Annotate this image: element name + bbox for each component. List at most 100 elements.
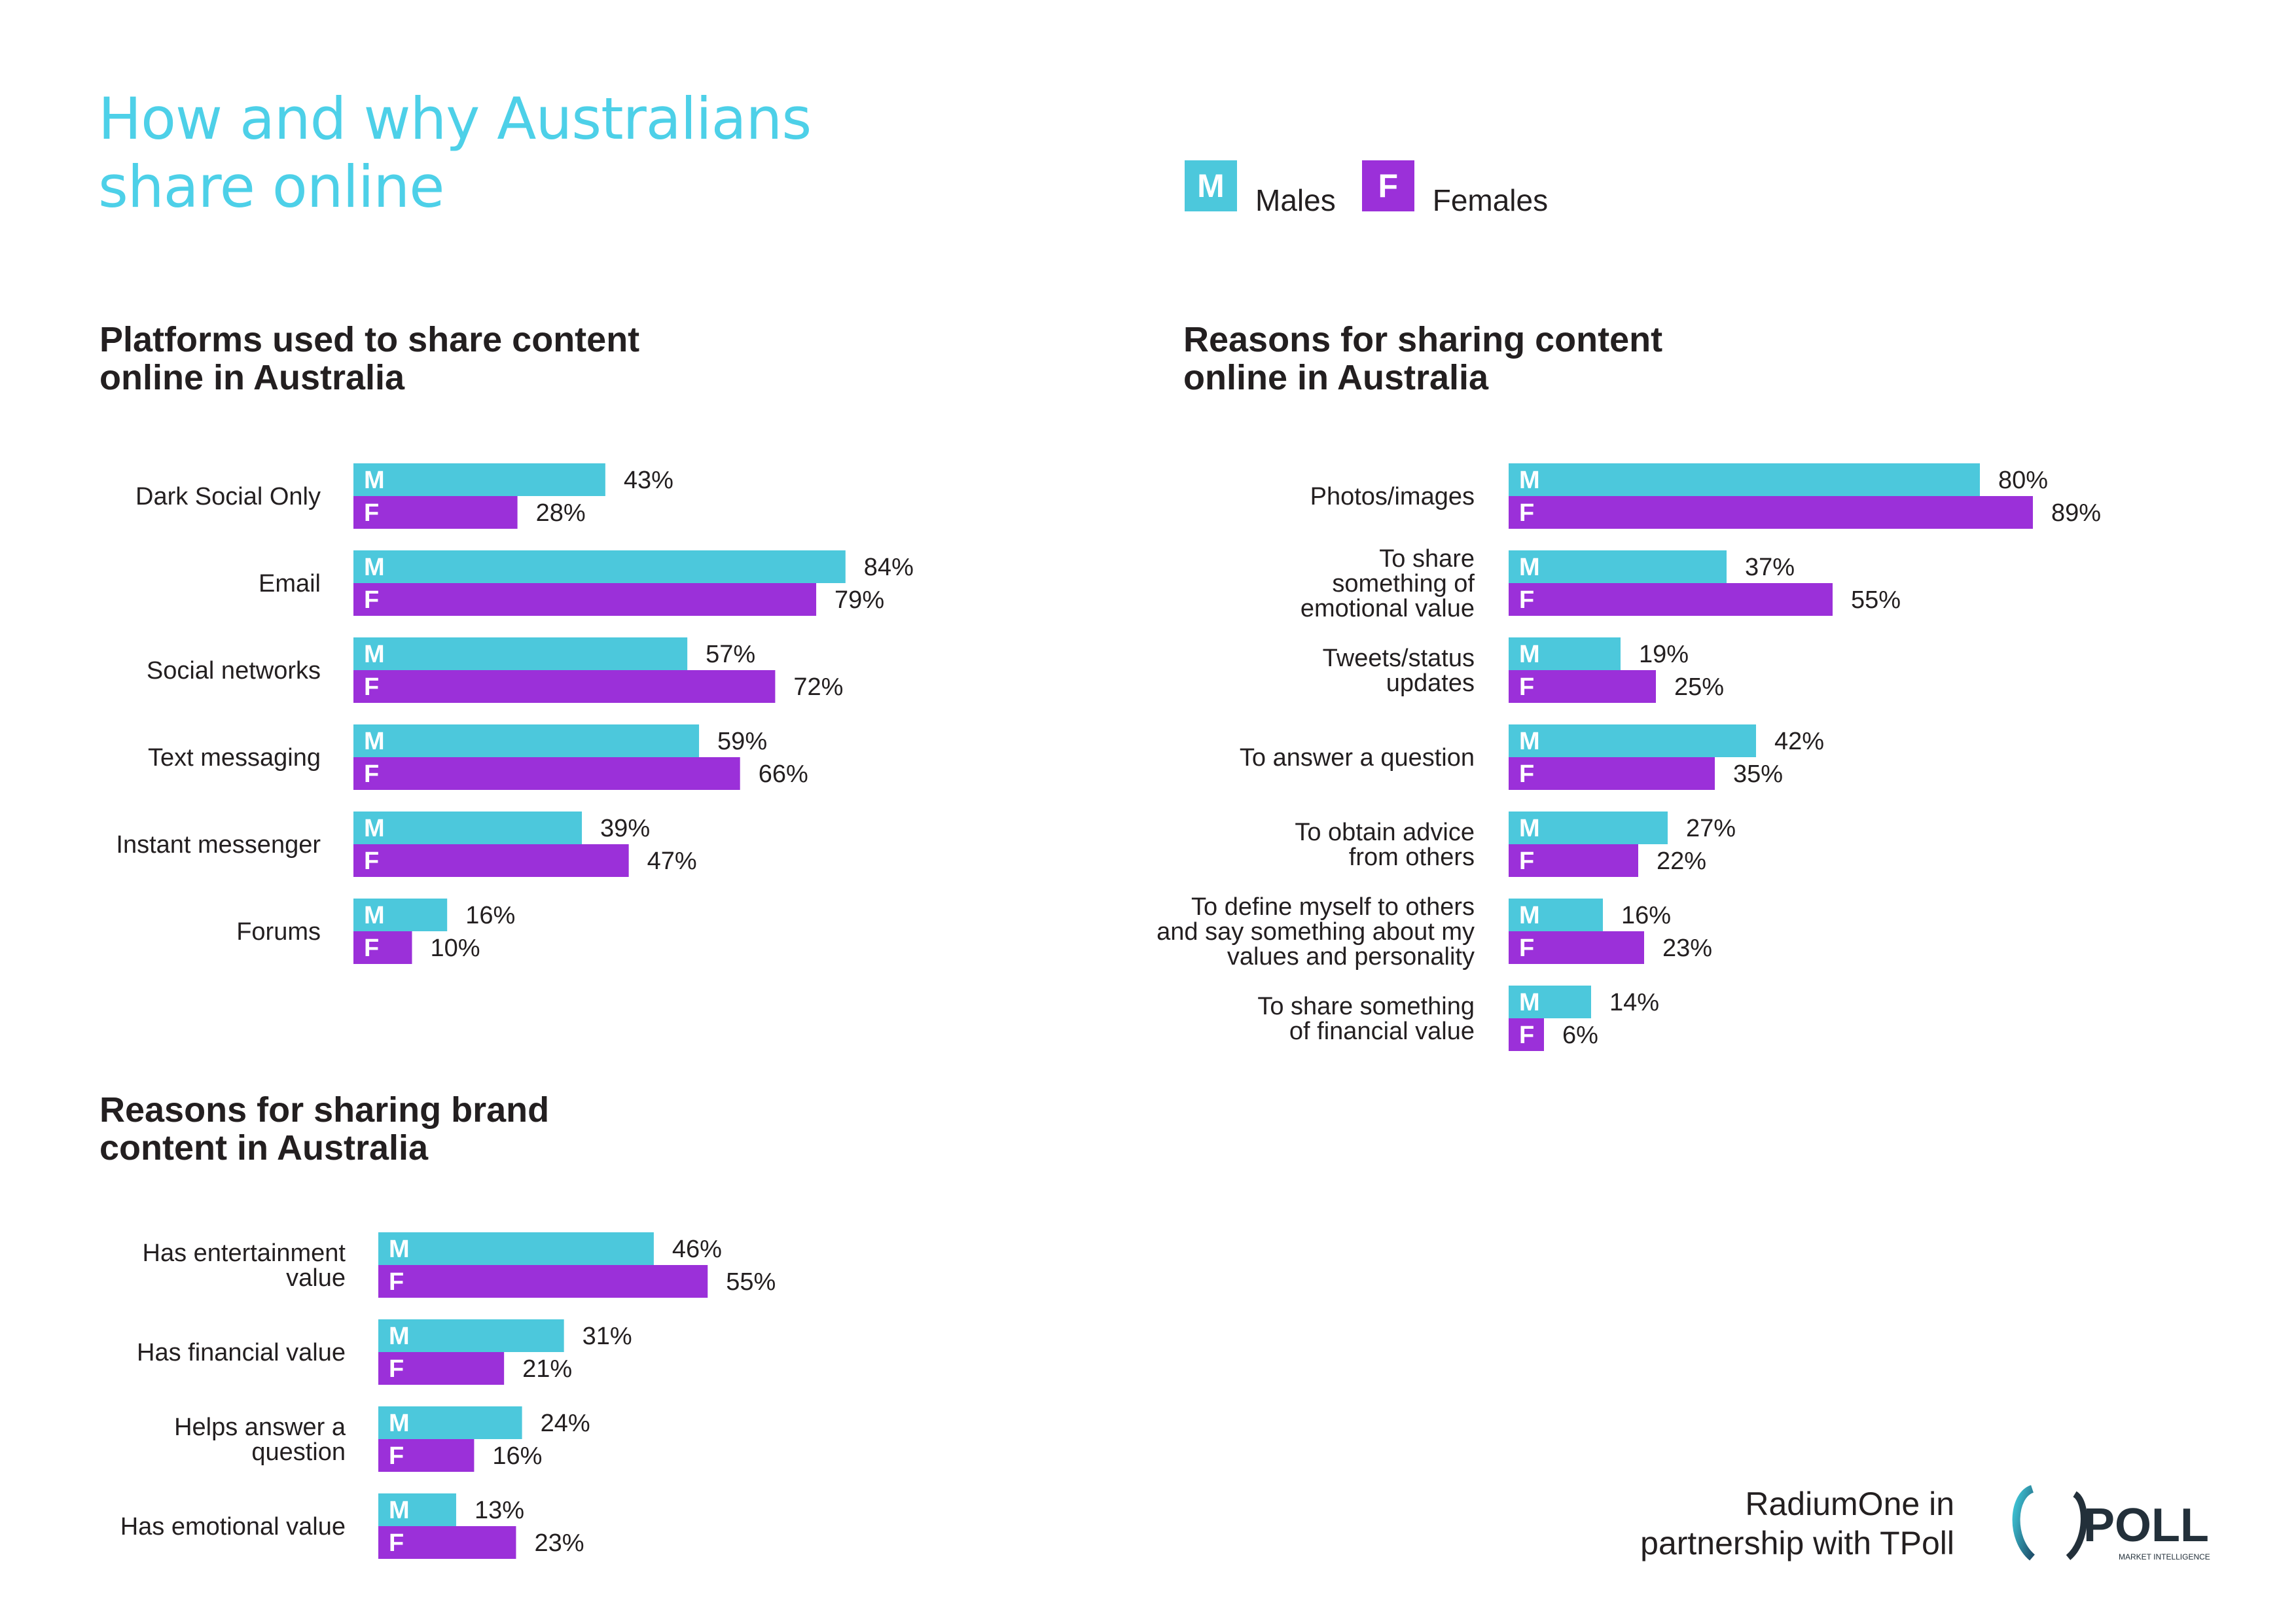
bar-platforms-females-email (353, 583, 817, 616)
value-label-reasons-males-photos-images: 80% (1998, 467, 2048, 494)
bar-platforms-males-instant-messenger (353, 812, 583, 844)
bar-letter-females: F (364, 760, 379, 788)
bar-reasons-females-to-obtain-advice-from-others (1509, 844, 1638, 877)
bar-brand-females-has-financial-value (378, 1352, 505, 1385)
bar-letter-males: M (364, 641, 385, 668)
category-label-brand-helps-answer-a-question: Helps answer a question (174, 1414, 346, 1466)
value-label-platforms-females-dark-social-only: 28% (536, 499, 586, 527)
value-label-reasons-females-to-share-something-of-emotional-value: 55% (1851, 586, 1901, 614)
value-label-reasons-females-tweets-status-updates: 25% (1674, 673, 1724, 701)
logo-subtext: MARKET INTELLIGENCE (2119, 1552, 2210, 1561)
bar-reasons-females-tweets-status-updates (1509, 670, 1656, 703)
value-label-reasons-males-to-share-something-of-emotional-value: 37% (1745, 554, 1795, 581)
bar-reasons-males-to-obtain-advice-from-others (1509, 812, 1668, 844)
value-label-platforms-females-email: 79% (834, 586, 884, 614)
bar-reasons-males-to-answer-a-question (1509, 724, 1756, 757)
bar-reasons-females-to-share-something-of-financial-value (1509, 1018, 1544, 1051)
category-label-brand-has-financial-value: Has financial value (137, 1339, 346, 1366)
category-label-reasons-to-define-myself-to-others-and-say-something-about-my-values-and-personality: To define myself to others and say someth… (1157, 893, 1475, 971)
value-label-platforms-males-instant-messenger: 39% (600, 815, 650, 842)
value-label-reasons-females-to-define-myself-to-others-and-say-something-about-my-values-and-personality: 23% (1662, 935, 1712, 962)
legend: M Males F Females (1185, 160, 1548, 215)
value-label-platforms-males-dark-social-only: 43% (624, 467, 673, 494)
chart-title-platforms: Platforms used to share content online i… (99, 320, 640, 397)
value-label-platforms-males-forums: 16% (465, 902, 515, 929)
bar-reasons-females-photos-images (1509, 496, 2033, 529)
bar-letter-males: M (1519, 467, 1540, 494)
bar-letter-females: F (1519, 673, 1534, 701)
category-label-reasons-to-share-something-of-financial-value: To share something of financial value (1257, 993, 1475, 1045)
page-title: How and why Australians share online (98, 85, 812, 221)
bar-letter-females: F (364, 847, 379, 875)
bar-letter-males: M (1519, 728, 1540, 755)
bar-letter-females: F (364, 935, 379, 962)
value-label-reasons-males-tweets-status-updates: 19% (1639, 641, 1689, 668)
bar-letter-females: F (389, 1529, 404, 1557)
bar-brand-females-helps-answer-a-question (378, 1439, 475, 1472)
value-label-reasons-females-to-share-something-of-financial-value: 6% (1562, 1022, 1598, 1049)
bar-platforms-females-forums (353, 931, 412, 964)
bar-letter-males: M (364, 467, 385, 494)
chart-title-reasons: Reasons for sharing content online in Au… (1183, 320, 1663, 397)
bar-reasons-males-tweets-status-updates (1509, 637, 1621, 670)
bar-reasons-males-to-define-myself-to-others-and-say-something-about-my-values-and-personality (1509, 899, 1603, 931)
bar-letter-males: M (1519, 989, 1540, 1016)
bar-brand-females-has-emotional-value (378, 1526, 516, 1559)
category-label-platforms-email: Email (259, 570, 321, 597)
value-label-brand-females-has-financial-value: 21% (522, 1355, 572, 1383)
bar-letter-males: M (389, 1323, 410, 1350)
value-label-brand-males-has-entertainment-value: 46% (672, 1236, 722, 1263)
value-label-reasons-males-to-obtain-advice-from-others: 27% (1686, 815, 1736, 842)
logo-wordmark: POLL (2083, 1499, 2209, 1552)
bar-letter-females: F (389, 1355, 404, 1383)
bar-brand-females-has-entertainment-value (378, 1265, 708, 1298)
bar-reasons-females-to-define-myself-to-others-and-say-something-about-my-values-and-personality (1509, 931, 1644, 964)
bar-platforms-males-forums (353, 899, 448, 931)
value-label-platforms-females-text-messaging: 66% (759, 760, 808, 788)
category-label-platforms-social-networks: Social networks (147, 657, 321, 685)
category-label-reasons-tweets-status-updates: Tweets/status updates (1323, 645, 1475, 697)
value-label-reasons-females-to-obtain-advice-from-others: 22% (1657, 847, 1706, 875)
bar-letter-females: F (389, 1268, 404, 1296)
value-label-brand-males-has-financial-value: 31% (583, 1323, 632, 1350)
bar-letter-females: F (1519, 935, 1534, 962)
category-label-platforms-forums: Forums (236, 918, 321, 946)
bar-letter-males: M (364, 902, 385, 929)
bar-reasons-males-to-share-something-of-financial-value (1509, 986, 1591, 1018)
bar-letter-females: F (364, 673, 379, 701)
bar-brand-males-helps-answer-a-question (378, 1406, 522, 1439)
bar-letter-females: F (364, 586, 379, 614)
value-label-brand-males-has-emotional-value: 13% (475, 1497, 524, 1524)
bar-platforms-males-dark-social-only (353, 463, 605, 496)
category-label-platforms-instant-messenger: Instant messenger (116, 831, 321, 859)
bar-letter-males: M (364, 815, 385, 842)
value-label-platforms-males-email: 84% (864, 554, 914, 581)
tpoll-logo: POLL MARKET INTELLIGENCE (2012, 1485, 2210, 1561)
value-label-brand-males-helps-answer-a-question: 24% (541, 1410, 590, 1437)
bar-letter-females: F (1519, 499, 1534, 527)
bar-platforms-females-dark-social-only (353, 496, 518, 529)
category-label-reasons-to-answer-a-question: To answer a question (1240, 744, 1475, 772)
bar-letter-females: F (1519, 760, 1534, 788)
bar-letter-females: F (1519, 1022, 1534, 1049)
bar-letter-males: M (389, 1236, 410, 1263)
bar-letter-males: M (1519, 554, 1540, 581)
bar-brand-males-has-emotional-value (378, 1493, 456, 1526)
value-label-platforms-females-social-networks: 72% (793, 673, 843, 701)
bar-reasons-females-to-answer-a-question (1509, 757, 1715, 790)
bar-letter-males: M (364, 728, 385, 755)
category-label-reasons-photos-images: Photos/images (1310, 483, 1475, 510)
bar-letter-females: F (1519, 847, 1534, 875)
value-label-reasons-males-to-define-myself-to-others-and-say-something-about-my-values-and-personality: 16% (1621, 902, 1671, 929)
bar-letter-males: M (1519, 815, 1540, 842)
legend-label-males: Males (1255, 183, 1336, 217)
bar-platforms-females-instant-messenger (353, 844, 629, 877)
category-label-brand-has-emotional-value: Has emotional value (120, 1513, 346, 1541)
category-label-brand-has-entertainment-value: Has entertainment value (143, 1240, 346, 1292)
bar-platforms-females-text-messaging (353, 757, 740, 790)
value-label-brand-females-has-emotional-value: 23% (534, 1529, 584, 1557)
category-label-reasons-to-share-something-of-emotional-value: To share something of emotional value (1300, 545, 1475, 622)
legend-swatch-males: M (1185, 160, 1237, 211)
